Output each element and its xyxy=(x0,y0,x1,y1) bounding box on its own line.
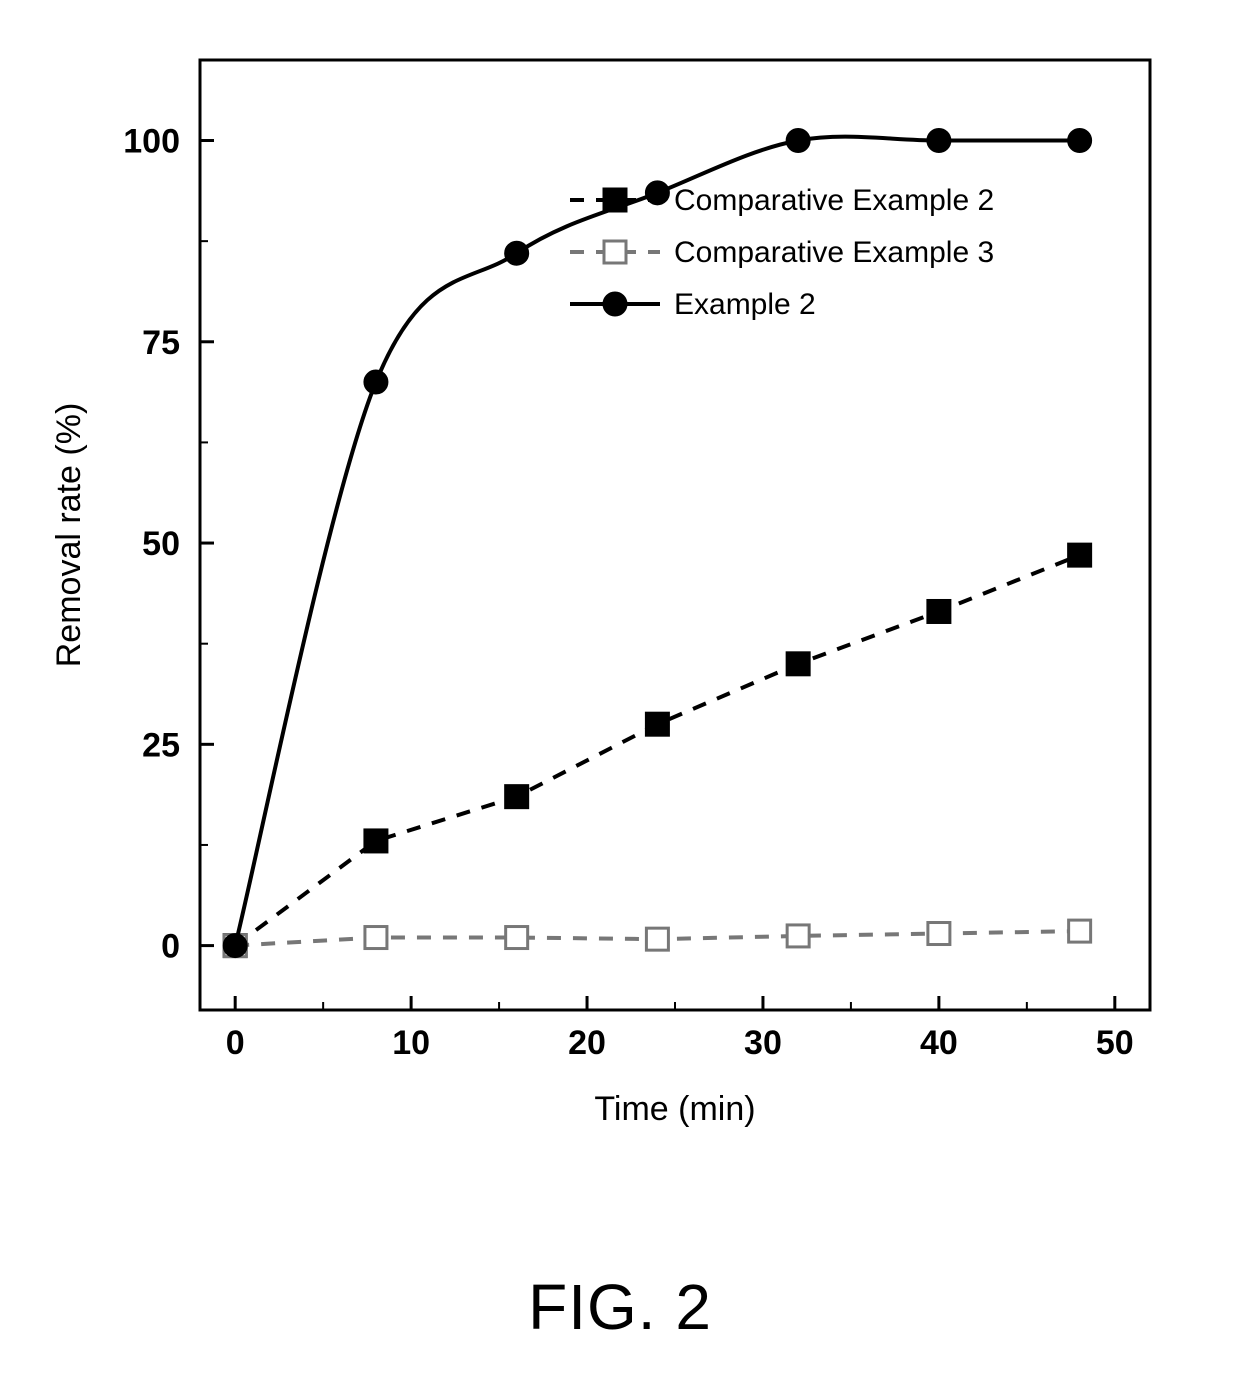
svg-text:10: 10 xyxy=(392,1024,430,1062)
svg-text:40: 40 xyxy=(920,1024,958,1062)
figure-caption: FIG. 2 xyxy=(0,1270,1240,1344)
svg-text:20: 20 xyxy=(568,1024,606,1062)
svg-text:Time (min): Time (min) xyxy=(594,1090,755,1128)
removal-rate-chart: 0 10 20 30 40 50 Time (min) 0 25 50 75 100 Removal r… xyxy=(0,0,1240,1393)
legend-label: Comparative Example 3 xyxy=(674,236,994,269)
legend-label: Comparative Example 2 xyxy=(674,184,994,217)
svg-text:0: 0 xyxy=(226,1024,245,1062)
svg-text:50: 50 xyxy=(142,525,180,563)
legend-label: Example 2 xyxy=(674,288,816,321)
svg-text:75: 75 xyxy=(142,324,180,362)
svg-text:100: 100 xyxy=(123,123,180,161)
svg-text:25: 25 xyxy=(142,726,180,764)
page: 0 10 20 30 40 50 Time (min) 0 25 50 75 100 Removal r… xyxy=(0,0,1240,1393)
svg-text:0: 0 xyxy=(161,928,180,966)
svg-text:30: 30 xyxy=(744,1024,782,1062)
svg-text:50: 50 xyxy=(1096,1024,1134,1062)
svg-text:Removal rate (%): Removal rate (%) xyxy=(50,403,88,668)
